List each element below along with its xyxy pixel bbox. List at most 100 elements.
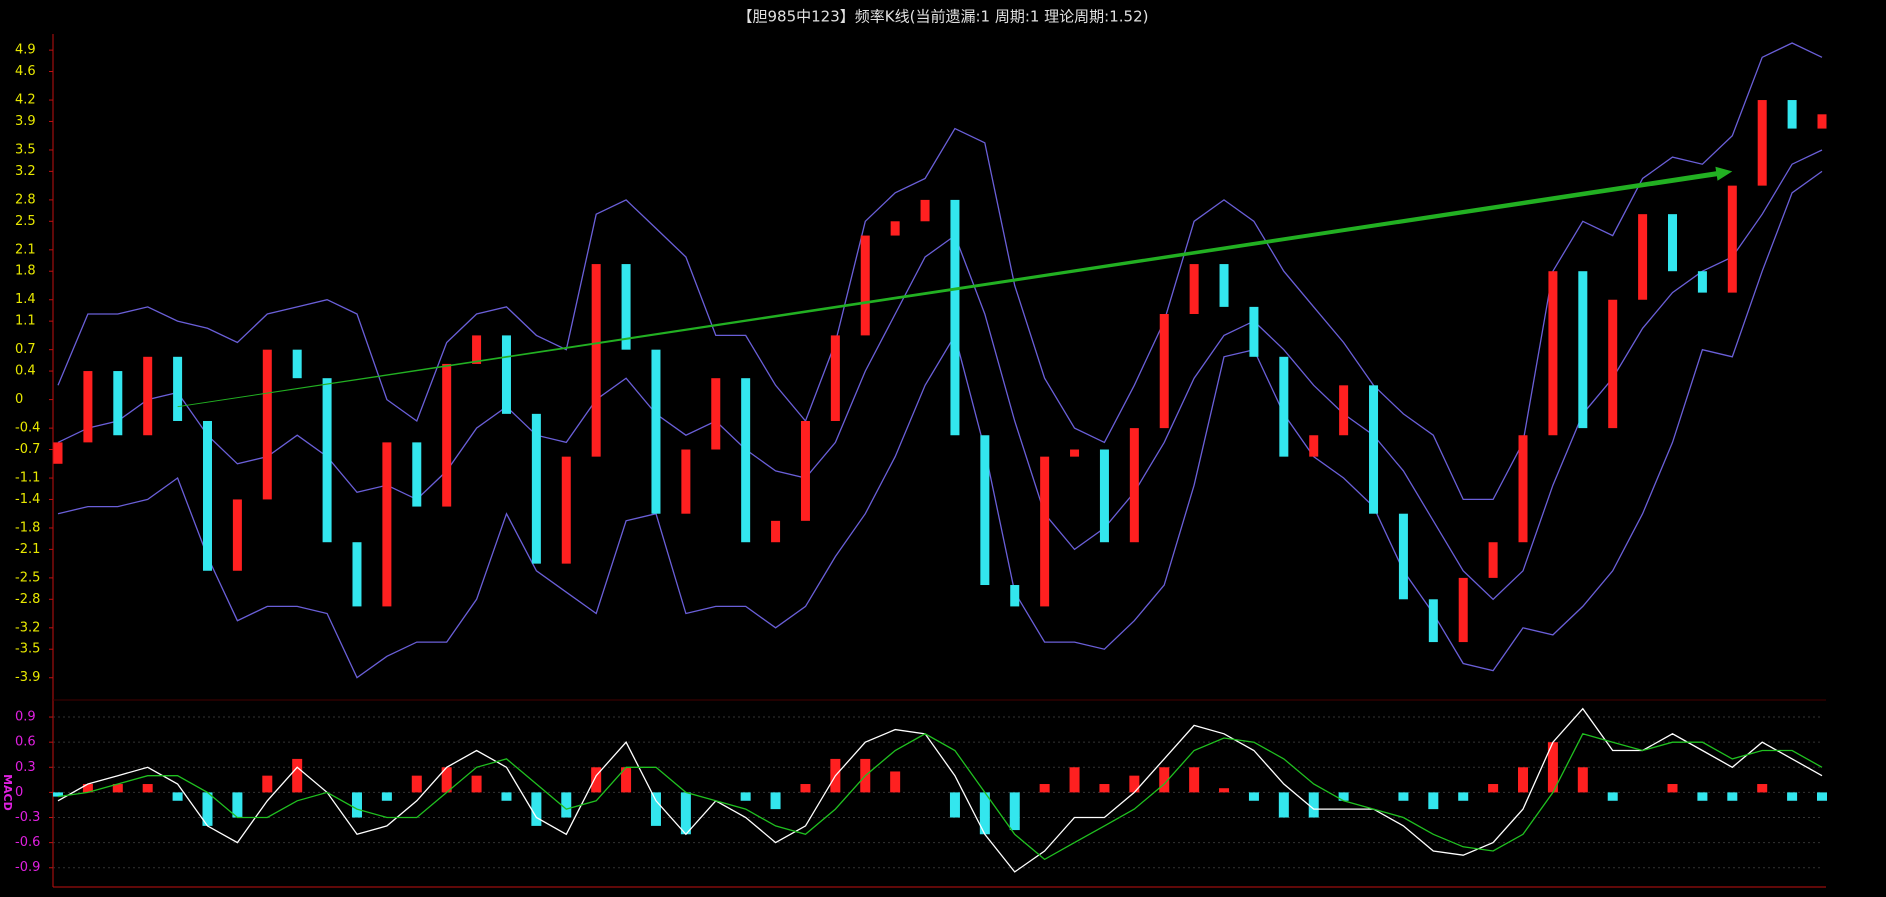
- candle: [890, 221, 900, 236]
- candle: [1668, 214, 1678, 272]
- candle: [232, 499, 242, 571]
- macd-bar: [1009, 792, 1020, 831]
- band-lower: [57, 170, 1823, 679]
- macd-bar: [1488, 784, 1499, 793]
- macd-bar: [1518, 767, 1529, 793]
- macd-bar: [650, 792, 661, 826]
- candle: [1578, 271, 1588, 429]
- candle: [1518, 435, 1528, 543]
- macd-bar: [53, 792, 63, 797]
- y-tick-label: 0.9: [15, 710, 36, 725]
- y-tick-label: -2.5: [15, 570, 40, 585]
- macd-bar: [1278, 792, 1289, 818]
- candle: [322, 378, 332, 543]
- dea-line: [57, 733, 1823, 861]
- macd-bar: [1547, 742, 1558, 793]
- band-mid: [57, 149, 1823, 601]
- y-tick-label: 0.4: [15, 364, 36, 379]
- macd-bar: [1308, 792, 1319, 818]
- candle: [561, 456, 571, 564]
- macd-bar: [411, 775, 422, 793]
- y-tick-label: -1.4: [15, 492, 40, 507]
- macd-bar: [1428, 792, 1439, 810]
- candle: [202, 420, 212, 571]
- candle: [711, 378, 721, 450]
- y-tick-label: -1.1: [15, 471, 40, 486]
- macd-bar: [232, 792, 243, 818]
- candle: [1070, 449, 1080, 457]
- macd-bar: [1667, 784, 1678, 793]
- macd-bar: [1607, 792, 1618, 801]
- macd-bar: [621, 767, 632, 793]
- y-tick-label: 0.7: [15, 342, 36, 357]
- y-tick-label: 1.1: [15, 314, 36, 329]
- y-tick-label: 3.5: [15, 142, 36, 157]
- macd-bar: [561, 792, 572, 818]
- chart-title: 【胆985中123】频率K线(当前遗漏:1 周期:1 理论周期:1.52): [738, 8, 1149, 26]
- y-tick-label: 0.3: [15, 760, 36, 775]
- macd-bar: [680, 792, 691, 835]
- candle: [1339, 385, 1349, 436]
- candle: [980, 435, 990, 586]
- candle: [800, 420, 810, 521]
- macd-bar: [1159, 767, 1170, 793]
- macd-bar: [979, 792, 990, 835]
- candle: [1458, 577, 1468, 643]
- candle: [412, 442, 422, 507]
- candle: [382, 442, 392, 607]
- macd-bar: [800, 784, 811, 793]
- macd-bar: [381, 792, 392, 801]
- candle: [262, 349, 272, 500]
- macd-bar: [1189, 767, 1200, 793]
- macd-bar: [351, 792, 362, 818]
- candle: [442, 363, 452, 507]
- macd-bar: [202, 792, 213, 826]
- candle: [1309, 435, 1319, 457]
- macd-bar: [441, 767, 452, 793]
- macd-bar: [1129, 775, 1140, 793]
- y-tick-label: 0: [15, 392, 23, 407]
- candle: [1010, 585, 1020, 607]
- candle: [741, 378, 751, 543]
- candle: [501, 335, 511, 414]
- candle: [173, 356, 183, 421]
- candle: [1249, 306, 1259, 357]
- y-tick-label: -3.9: [15, 670, 40, 685]
- y-tick-label: -0.6: [15, 835, 40, 850]
- candle: [1548, 271, 1558, 436]
- macd-bar: [1697, 792, 1708, 801]
- y-tick-label: -2.8: [15, 592, 40, 607]
- trend-arrow: [177, 166, 1733, 408]
- macd-bar: [1577, 767, 1588, 793]
- macd-bar: [1039, 784, 1050, 793]
- macd-bar: [292, 758, 303, 793]
- y-tick-label: 1.4: [15, 292, 36, 307]
- macd-bar: [1817, 792, 1827, 801]
- y-tick-label: -0.4: [15, 421, 40, 436]
- macd-bar: [1099, 784, 1110, 793]
- candle: [771, 520, 781, 543]
- candle: [1398, 513, 1408, 600]
- candle: [920, 199, 930, 222]
- candle: [1787, 100, 1797, 129]
- macd-bar: [112, 784, 123, 793]
- y-tick-label: -0.3: [15, 810, 40, 825]
- macd-bar: [262, 775, 273, 793]
- candle: [1129, 428, 1139, 543]
- candle: [1040, 456, 1050, 607]
- macd-bar: [890, 771, 901, 793]
- macd-bar: [591, 767, 602, 793]
- candle: [113, 371, 123, 436]
- y-tick-label: 2.8: [15, 192, 36, 207]
- candle: [1638, 214, 1648, 300]
- candle: [621, 264, 631, 350]
- candle: [1697, 271, 1707, 293]
- macd-bar: [82, 784, 93, 793]
- candle: [1727, 185, 1737, 293]
- macd-bar: [1727, 792, 1738, 801]
- macd-bar: [501, 792, 512, 801]
- candle: [1428, 599, 1438, 643]
- y-tick-label: -2.1: [15, 542, 40, 557]
- macd-bar: [1338, 792, 1349, 801]
